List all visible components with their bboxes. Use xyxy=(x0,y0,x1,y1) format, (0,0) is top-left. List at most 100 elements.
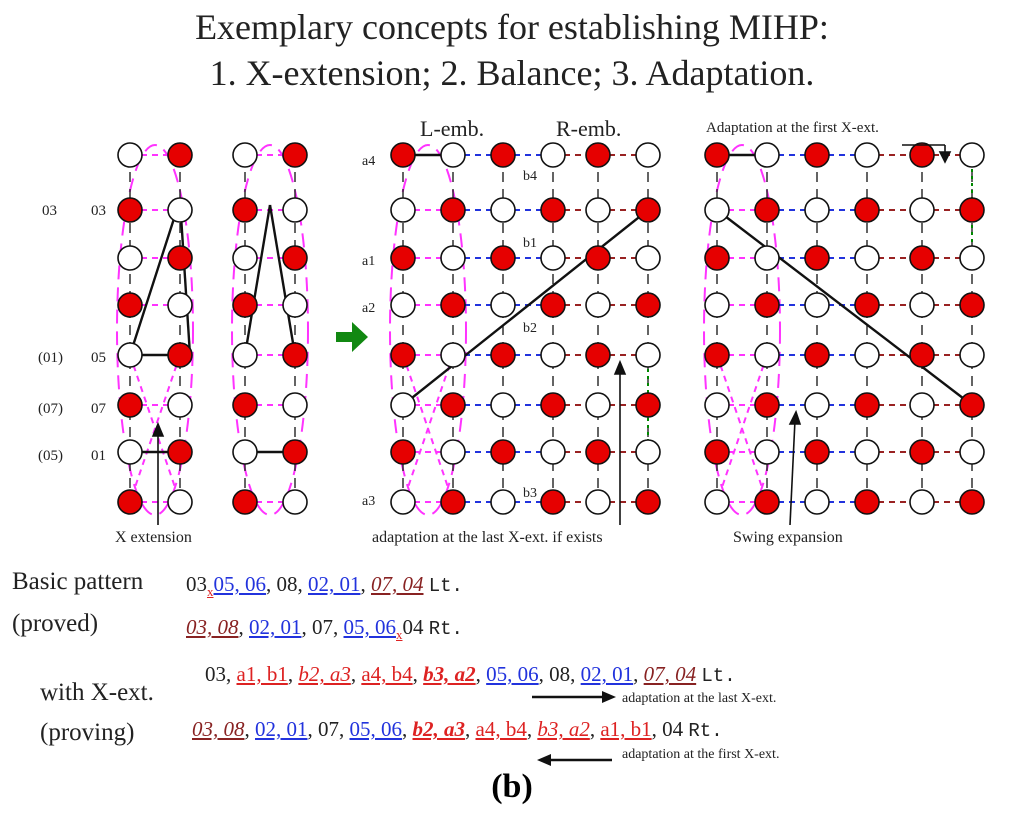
row-label-05-inner: 05 xyxy=(91,350,106,366)
x-ext-path xyxy=(268,204,297,356)
panel-middle-node xyxy=(390,489,416,515)
swing-expansion-label: Swing expansion xyxy=(733,529,843,546)
panel-right-node xyxy=(854,342,880,368)
panel-middle-node xyxy=(585,245,611,271)
panel-right-node xyxy=(804,342,830,368)
panel-middle-node xyxy=(390,245,416,271)
panel-left-node xyxy=(167,392,193,418)
panel-right-node xyxy=(704,292,730,318)
panel-right-node xyxy=(909,489,935,515)
panel-left-node xyxy=(117,245,143,271)
panel-left-node xyxy=(167,245,193,271)
panel-left-node xyxy=(232,342,258,368)
panel-left-node xyxy=(167,439,193,465)
l-emb-label: L-emb. xyxy=(420,116,484,141)
panel-right-node xyxy=(804,245,830,271)
panel-middle-node xyxy=(540,197,566,223)
panel-middle-node xyxy=(585,142,611,168)
panel-middle-node xyxy=(490,245,516,271)
panel-right-node xyxy=(959,489,985,515)
panel-right-node xyxy=(959,292,985,318)
panel-middle-node xyxy=(440,245,466,271)
panel-middle-node xyxy=(440,142,466,168)
panel-left-node xyxy=(232,142,258,168)
panel-right-node xyxy=(854,142,880,168)
panel-middle-node xyxy=(440,342,466,368)
panel-right-node xyxy=(854,392,880,418)
panel-left-node xyxy=(282,292,308,318)
panel-middle-node xyxy=(540,245,566,271)
node-label-b2: b2 xyxy=(523,321,537,336)
panel-middle-node xyxy=(540,439,566,465)
panel-right-node xyxy=(854,439,880,465)
panel-right-ellipse-1 xyxy=(703,144,781,516)
panel-left-node xyxy=(282,439,308,465)
panel-middle-node xyxy=(635,392,661,418)
panel-right-node xyxy=(959,197,985,223)
panel-middle-node xyxy=(490,142,516,168)
panel-right-node xyxy=(854,489,880,515)
node-label-b1: b1 xyxy=(523,236,537,251)
panel-right-node xyxy=(754,439,780,465)
panel-right-node xyxy=(909,142,935,168)
panel-right-node xyxy=(854,245,880,271)
panel-middle-node xyxy=(440,439,466,465)
adapt-last-note: adaptation at the last X-ext. xyxy=(622,691,777,706)
panel-left-node xyxy=(282,245,308,271)
panel-right-node xyxy=(754,392,780,418)
panel-right-node xyxy=(959,392,985,418)
panel-middle-node xyxy=(390,197,416,223)
panel-middle-node xyxy=(635,489,661,515)
sequence-line-1: 03x05, 06, 08, 02, 01, 07, 04 Lt. xyxy=(186,572,463,599)
panel-right-node xyxy=(704,489,730,515)
panel-middle-node xyxy=(635,197,661,223)
embedding-path xyxy=(402,209,649,406)
panel-right-node xyxy=(754,489,780,515)
node-label-a2: a2 xyxy=(362,301,375,316)
panel-left-node xyxy=(117,392,143,418)
panel-left-node xyxy=(117,292,143,318)
panel-middle-node xyxy=(490,342,516,368)
panel-middle-node xyxy=(440,197,466,223)
panel-middle-node xyxy=(440,489,466,515)
panel-right-node xyxy=(909,439,935,465)
panel-middle-ellipse-1 xyxy=(389,144,467,516)
x-extension-label: X extension xyxy=(115,529,192,546)
sequence-line-4: 03, 08, 02, 01, 07, 05, 06, b2, a3, a4, … xyxy=(192,717,723,742)
x-ext-path xyxy=(128,199,182,356)
panel-right-node xyxy=(959,142,985,168)
panel-right-node xyxy=(704,245,730,271)
panel-right-node xyxy=(804,142,830,168)
panel-right-node xyxy=(909,342,935,368)
panel-middle-node xyxy=(635,245,661,271)
swing-path xyxy=(716,209,973,406)
panel-right-node xyxy=(754,197,780,223)
adapt-last-exists-label: adaptation at the last X-ext. if exists xyxy=(372,529,603,546)
with-x-ext-label: with X-ext. xyxy=(40,679,154,706)
x-ext-path xyxy=(178,199,192,356)
panel-right-node xyxy=(804,489,830,515)
proving-label: (proving) xyxy=(40,719,135,746)
pointer-arrows xyxy=(151,144,952,526)
panel-middle-node xyxy=(390,292,416,318)
row-label-01-inner: 01 xyxy=(91,448,106,464)
title-line-2: 1. X-extension; 2. Balance; 3. Adaptatio… xyxy=(209,53,815,93)
panel-middle-node xyxy=(440,292,466,318)
panel-left-node xyxy=(282,489,308,515)
panel-left-node xyxy=(167,342,193,368)
panel-middle-node xyxy=(490,439,516,465)
basic-pattern-label: Basic pattern xyxy=(12,568,144,595)
node-label-b3: b3 xyxy=(523,486,537,501)
panel-left-node xyxy=(282,142,308,168)
panel-left-ellipse-1 xyxy=(116,144,194,516)
title-line-1: Exemplary concepts for establishing MIHP… xyxy=(195,7,829,47)
panel-left-cross xyxy=(129,354,181,503)
panel-middle-node xyxy=(585,439,611,465)
node-label-a1: a1 xyxy=(362,254,375,269)
panel-left-node xyxy=(282,342,308,368)
x-ext-path xyxy=(243,204,272,356)
panel-right-node xyxy=(804,292,830,318)
panel-left-node xyxy=(117,439,143,465)
row-label-01-outer: (01) xyxy=(38,350,63,366)
